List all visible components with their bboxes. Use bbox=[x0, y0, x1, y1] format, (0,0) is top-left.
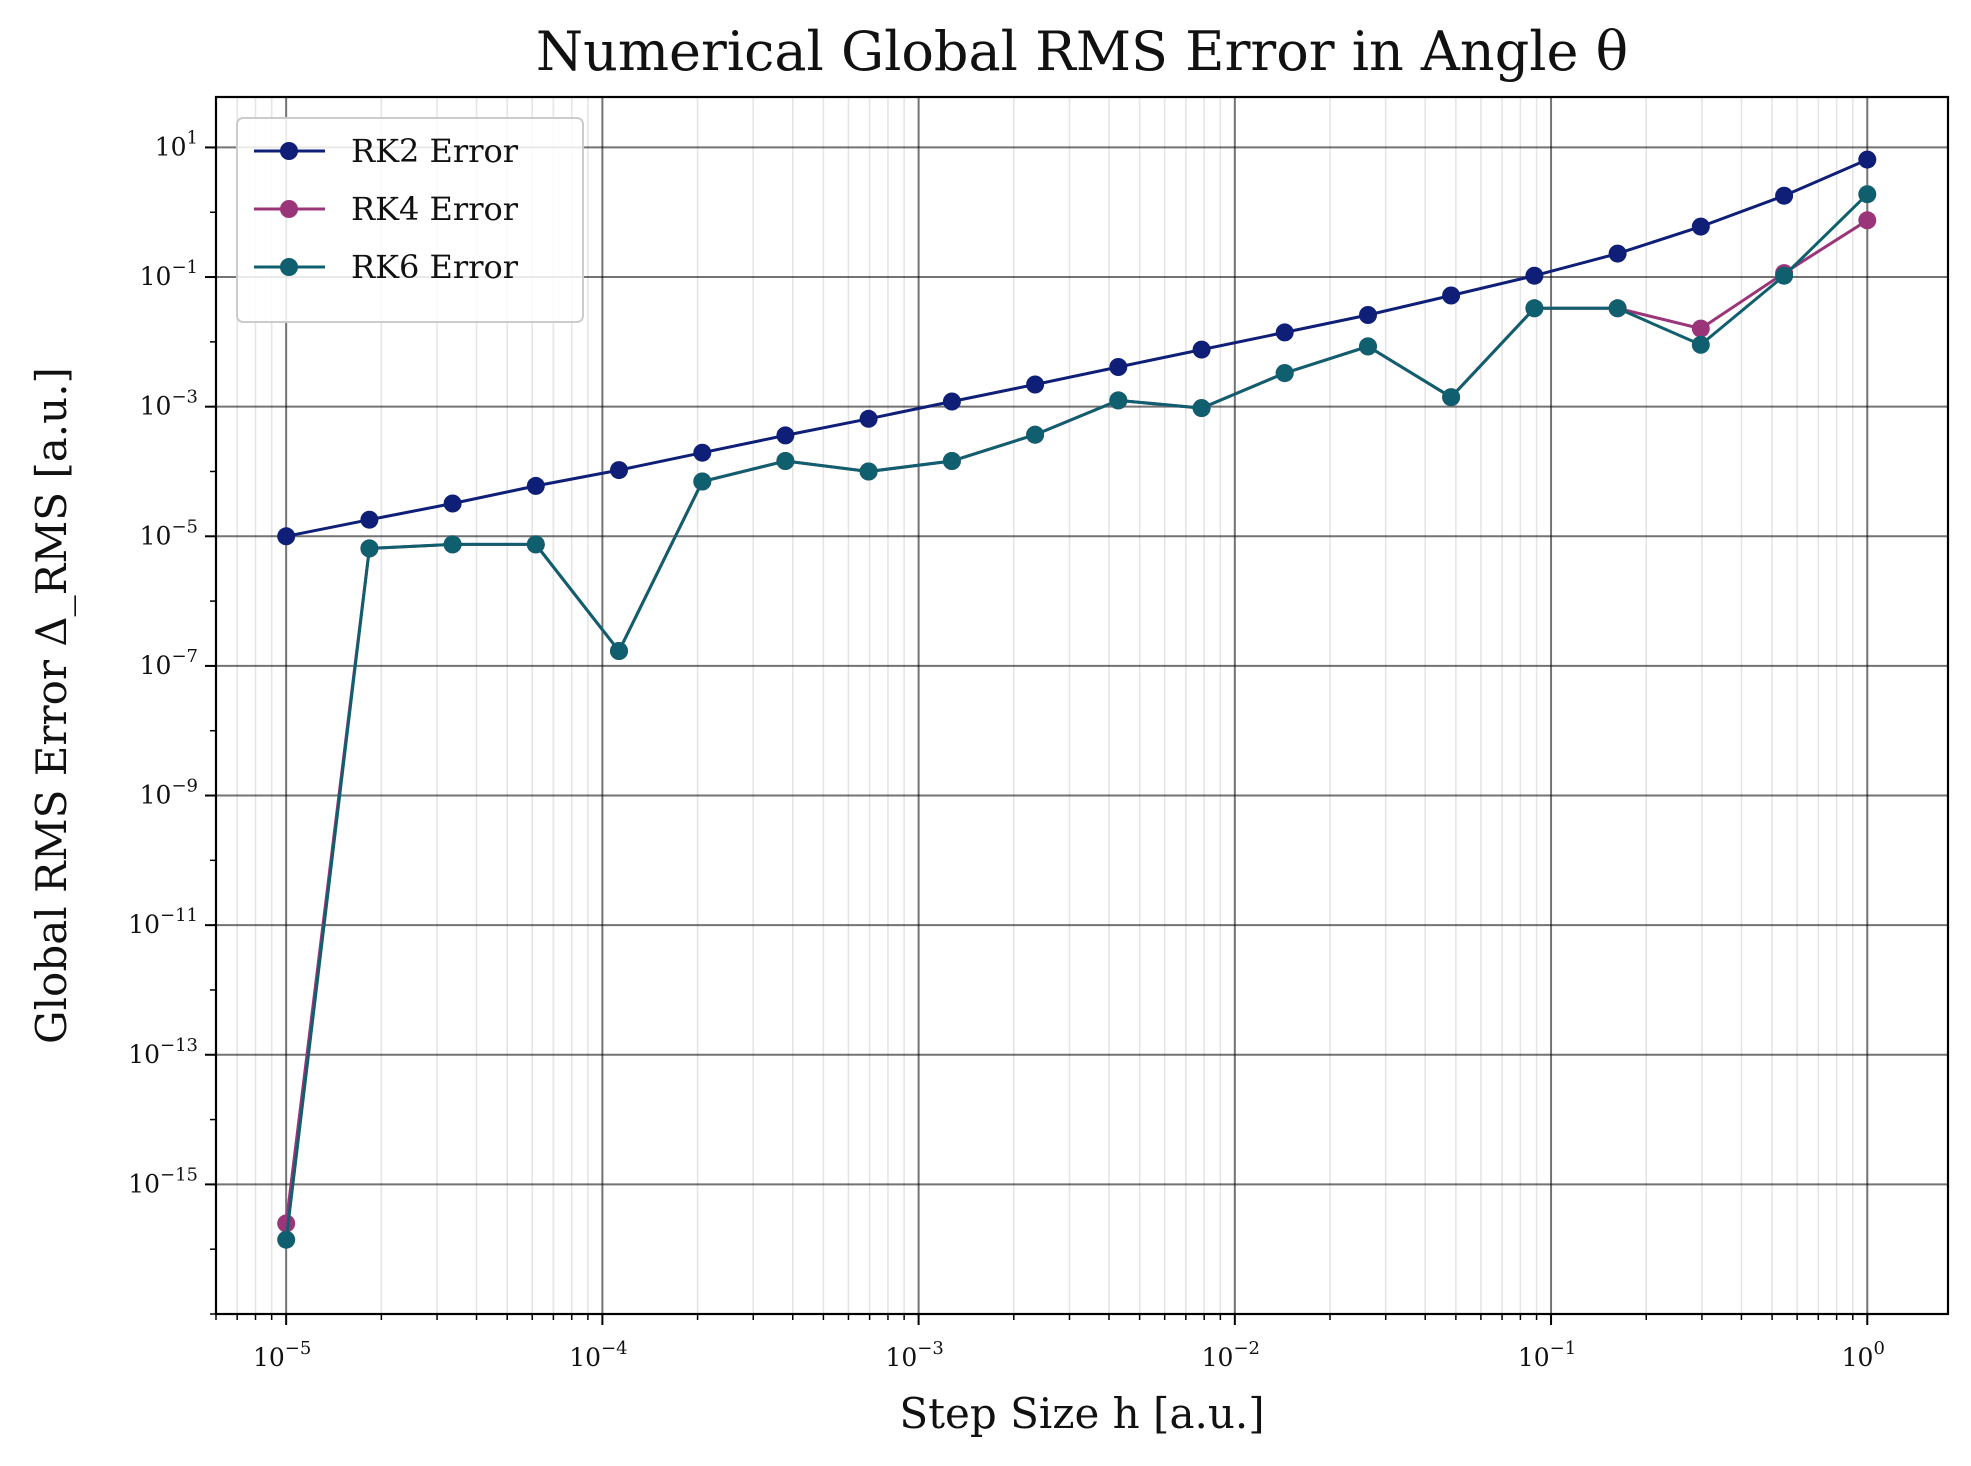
data-point bbox=[1691, 319, 1710, 338]
series-line bbox=[284, 193, 1869, 1240]
data-point bbox=[1691, 217, 1710, 236]
data-point bbox=[859, 462, 878, 481]
data-point bbox=[443, 535, 462, 554]
legend-item: RK2 Error bbox=[254, 132, 519, 170]
data-point bbox=[1525, 266, 1544, 285]
data-point bbox=[610, 461, 628, 480]
data-point bbox=[1775, 266, 1794, 285]
data-point bbox=[277, 1214, 296, 1233]
series-rk6-error bbox=[277, 185, 1877, 1249]
data-point bbox=[1026, 425, 1045, 444]
data-point bbox=[1109, 358, 1128, 376]
data-point bbox=[942, 452, 961, 470]
data-point bbox=[277, 1230, 296, 1249]
data-point bbox=[1442, 388, 1461, 407]
data-point bbox=[360, 539, 379, 558]
legend-marker bbox=[280, 258, 298, 276]
series-layer bbox=[277, 150, 1877, 1249]
x-tick-label: 10−3 bbox=[885, 1338, 943, 1372]
data-point bbox=[1608, 299, 1627, 318]
data-point bbox=[1359, 337, 1377, 356]
y-tick-label: 10−9 bbox=[140, 776, 198, 810]
y-axis-label: Global RMS Error Δ_RMS [a.u.] bbox=[27, 367, 76, 1044]
series-line bbox=[285, 158, 1868, 538]
data-point bbox=[443, 494, 462, 513]
data-point bbox=[1691, 335, 1710, 354]
data-point bbox=[610, 642, 628, 660]
legend-box bbox=[236, 117, 584, 323]
y-tick-label: 101 bbox=[155, 127, 198, 161]
data-point bbox=[1608, 244, 1627, 263]
legend-label: RK2 Error bbox=[351, 132, 519, 170]
y-tick-label: 10−11 bbox=[128, 905, 198, 939]
data-point bbox=[1775, 186, 1794, 205]
data-point bbox=[942, 392, 961, 411]
data-point bbox=[1525, 299, 1544, 318]
data-point bbox=[859, 409, 878, 428]
legend-item: RK6 Error bbox=[254, 248, 519, 286]
legend-label: RK4 Error bbox=[351, 190, 519, 228]
data-point bbox=[693, 443, 712, 462]
tick-layer: 10−5 10−4 10−3 10−2 10−1 100 101 10−1 10−3 10−5 10… bbox=[128, 127, 1885, 1372]
data-point bbox=[526, 476, 545, 495]
y-tick-label: 10−1 bbox=[140, 257, 198, 291]
plot-frame bbox=[214, 95, 1950, 1316]
data-point bbox=[776, 426, 795, 445]
data-point bbox=[1192, 340, 1211, 359]
data-point bbox=[526, 535, 545, 554]
data-point bbox=[693, 472, 712, 491]
data-point bbox=[1192, 399, 1211, 418]
x-tick-label: 10−4 bbox=[569, 1338, 627, 1372]
series-rk2-error bbox=[277, 150, 1877, 546]
data-point bbox=[277, 527, 296, 546]
data-point bbox=[776, 452, 795, 470]
y-tick-label: 10−3 bbox=[140, 387, 198, 421]
legend-item: RK4 Error bbox=[254, 190, 519, 228]
x-tick-label: 10−2 bbox=[1202, 1338, 1260, 1372]
x-tick-label: 10−1 bbox=[1518, 1338, 1576, 1372]
data-point bbox=[1858, 150, 1877, 169]
data-point bbox=[1109, 391, 1128, 410]
x-tick-label: 100 bbox=[1842, 1338, 1885, 1372]
legend-marker bbox=[280, 142, 298, 160]
major-grid bbox=[216, 97, 1948, 1314]
chart-title: Numerical Global RMS Error in Angle θ bbox=[536, 20, 1628, 83]
data-point bbox=[1359, 306, 1377, 324]
data-point bbox=[1442, 286, 1461, 305]
data-point bbox=[1275, 364, 1294, 383]
y-tick-label: 10−5 bbox=[140, 516, 198, 550]
data-point bbox=[1275, 323, 1294, 342]
data-point bbox=[360, 510, 379, 529]
y-tick-label: 10−15 bbox=[128, 1164, 198, 1198]
x-axis-label: Step Size h [a.u.] bbox=[899, 1389, 1264, 1438]
y-tick-label: 10−7 bbox=[140, 646, 198, 680]
data-point bbox=[1858, 211, 1877, 230]
legend-label: RK6 Error bbox=[351, 248, 519, 286]
legend-marker bbox=[280, 200, 298, 218]
x-tick-label: 10−5 bbox=[253, 1338, 311, 1372]
data-point bbox=[1026, 375, 1045, 394]
data-point bbox=[1858, 185, 1877, 204]
legend: RK2 Error RK4 Error RK6 Error bbox=[236, 117, 584, 323]
y-tick-label: 10−13 bbox=[128, 1035, 198, 1069]
